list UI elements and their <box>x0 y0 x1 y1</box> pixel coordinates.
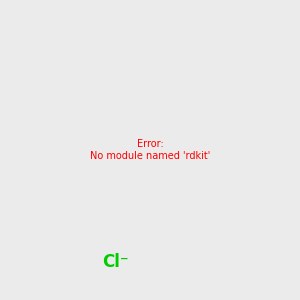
Text: Cl⁻: Cl⁻ <box>102 253 128 271</box>
Text: Error:
No module named 'rdkit': Error: No module named 'rdkit' <box>90 139 210 161</box>
